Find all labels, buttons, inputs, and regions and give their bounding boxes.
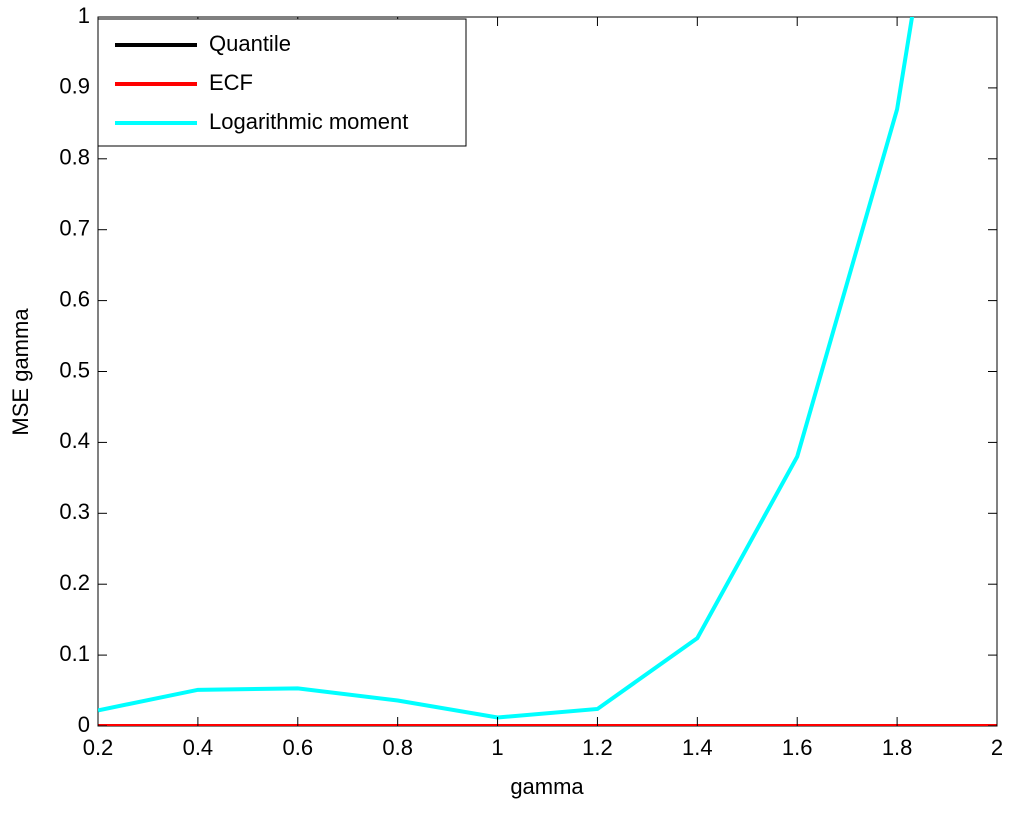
legend-label: Logarithmic moment [209, 109, 408, 134]
legend-label: ECF [209, 70, 253, 95]
x-tick-label: 0.8 [382, 735, 413, 760]
x-tick-label: 2 [991, 735, 1003, 760]
x-tick-label: 1.6 [782, 735, 813, 760]
y-tick-label: 0.8 [59, 145, 90, 170]
x-tick-label: 0.2 [83, 735, 114, 760]
y-axis-label: MSE gamma [8, 308, 33, 436]
y-tick-label: 1 [78, 3, 90, 28]
x-tick-label: 1 [491, 735, 503, 760]
y-tick-label: 0.5 [59, 357, 90, 382]
y-tick-label: 0.1 [59, 641, 90, 666]
x-tick-label: 1.2 [582, 735, 613, 760]
y-tick-label: 0.6 [59, 286, 90, 311]
y-tick-label: 0.4 [59, 428, 90, 453]
y-tick-label: 0 [78, 712, 90, 737]
x-axis-label: gamma [510, 774, 584, 799]
y-tick-label: 0.7 [59, 216, 90, 241]
series-layer [98, 17, 997, 726]
y-tick-label: 0.2 [59, 570, 90, 595]
y-tick-label: 0.9 [59, 74, 90, 99]
x-tick-label: 1.8 [882, 735, 913, 760]
x-tick-label: 0.6 [282, 735, 313, 760]
series-line [98, 17, 915, 720]
y-tick-label: 0.3 [59, 499, 90, 524]
legend-label: Quantile [209, 31, 291, 56]
x-tick-label: 1.4 [682, 735, 713, 760]
x-tick-label: 0.4 [183, 735, 214, 760]
